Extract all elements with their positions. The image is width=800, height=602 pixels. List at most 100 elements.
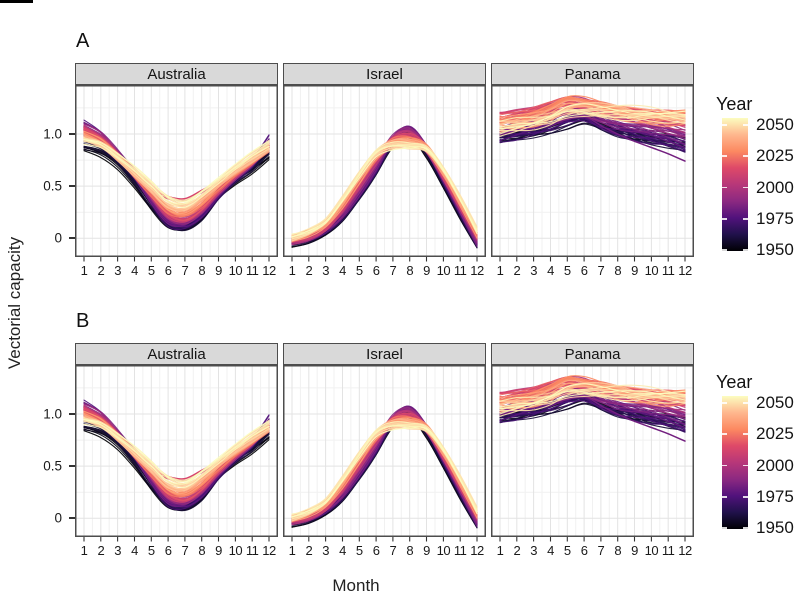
legend-title: Year	[716, 372, 753, 392]
x-tick-label: 8	[406, 263, 414, 278]
y-axis-a: 1.0 0.5 0	[0, 85, 75, 257]
panel-label-b: B	[76, 310, 90, 332]
x-tick-label: 3	[530, 543, 537, 558]
x-axis-ticks	[499, 257, 686, 262]
y-tick-mark	[69, 133, 75, 135]
x-tick-label: 6	[164, 263, 172, 278]
x-tick-label: 12	[678, 543, 692, 558]
x-tick-label: 10	[436, 543, 451, 558]
x-tick-label: 2	[97, 263, 105, 278]
x-axis-ticks	[291, 257, 478, 262]
plot-area-australia-b	[75, 365, 278, 537]
y-tick-label: 0.5	[43, 458, 62, 474]
facet-strip-australia: Australia	[75, 343, 278, 365]
x-tick-label: 9	[215, 263, 222, 278]
legend-title: Year	[716, 94, 753, 114]
colorbar-b: 2050 2025 2000 1975 1950	[722, 393, 800, 537]
x-tick-label: 1	[496, 263, 504, 278]
x-tick-label: 6	[580, 263, 588, 278]
colorbar-tick-mark	[722, 464, 727, 467]
legend-tick-label: 1975	[756, 208, 794, 228]
x-tick-label: 12	[470, 263, 484, 278]
x-tick-label: 11	[453, 543, 467, 558]
x-axis-ticks	[83, 257, 270, 262]
colorbar-a: 2050 2025 2000 1975 1950	[722, 115, 800, 259]
y-tick-label: 0.5	[43, 178, 62, 194]
x-axis-ticks	[291, 537, 478, 542]
x-tick-label: 4	[547, 543, 554, 558]
x-tick-label: 8	[198, 263, 206, 278]
x-axis-labels: 1 2 3 4 5 6 7 8 9 10 11 12	[491, 542, 694, 558]
x-tick-label: 11	[245, 543, 259, 558]
plot-area-israel-a	[283, 85, 486, 257]
colorbar-tick-mark	[743, 527, 748, 529]
legend-a: Year 2050 2025 2000 1975 1950	[716, 94, 800, 259]
x-tick-label: 4	[339, 543, 346, 558]
x-tick-label: 3	[114, 263, 121, 278]
colorbar-tick-mark	[722, 433, 727, 436]
colorbar-tick-mark	[743, 249, 748, 251]
colorbar-tick-mark	[722, 527, 727, 529]
x-tick-label: 5	[563, 543, 571, 558]
x-tick-label: 6	[372, 263, 380, 278]
facet-strip-label: Israel	[366, 65, 403, 83]
colorbar-tick-mark	[743, 495, 748, 498]
facet-strip-israel: Israel	[283, 63, 486, 85]
x-tick-label: 8	[406, 543, 414, 558]
y-tick-mark	[69, 413, 75, 415]
legend-tick-label: 1975	[756, 486, 794, 506]
panel-a: A 1.0 0.5 0 Australia 1 2 3 4 5 6 7 8 9 10 11 12 Isra…	[0, 30, 800, 290]
x-tick-label: 6	[372, 543, 380, 558]
x-tick-label: 12	[678, 263, 692, 278]
y-tick-label: 1.0	[43, 126, 62, 142]
legend-tick-label: 2025	[756, 146, 794, 166]
x-tick-label: 10	[644, 543, 659, 558]
x-tick-label: 12	[470, 543, 484, 558]
y-tick-mark	[69, 185, 75, 187]
x-tick-label: 3	[322, 543, 329, 558]
y-tick-label: 0	[54, 510, 62, 526]
legend-tick-label: 2050	[756, 115, 794, 134]
x-tick-label: 10	[228, 263, 243, 278]
x-tick-label: 9	[423, 543, 430, 558]
x-tick-label: 6	[164, 543, 172, 558]
colorbar-tick-mark	[743, 124, 748, 126]
panel-b: B 1.0 0.5 0 Australia 1 2 3 4 5 6 7 8 9 10 11 12 Isra…	[0, 310, 800, 570]
plot-area-israel-b	[283, 365, 486, 537]
facet-strip-label: Australia	[147, 345, 206, 363]
x-tick-label: 2	[305, 543, 313, 558]
x-tick-label: 11	[661, 263, 675, 278]
colorbar-tick-mark	[722, 249, 727, 251]
x-tick-label: 2	[97, 543, 105, 558]
colorbar-tick-mark	[743, 433, 748, 436]
facet-strip-panama: Panama	[491, 343, 694, 365]
colorbar-tick-mark	[722, 217, 727, 220]
x-tick-label: 9	[631, 543, 638, 558]
facet-israel-a: Israel 1 2 3 4 5 6 7 8 9 10 11 12	[283, 63, 486, 278]
x-tick-label: 1	[80, 543, 88, 558]
x-tick-label: 9	[631, 263, 638, 278]
colorbar-gradient	[722, 396, 748, 529]
legend-tick-label: 2050	[756, 393, 794, 412]
x-tick-label: 4	[131, 263, 138, 278]
x-tick-label: 11	[661, 543, 675, 558]
chart-panama-b	[491, 365, 694, 537]
chart-australia-b	[75, 365, 278, 537]
x-tick-label: 5	[563, 263, 571, 278]
facet-strip-label: Panama	[564, 345, 621, 363]
x-tick-label: 1	[80, 263, 88, 278]
y-tick-mark	[69, 517, 75, 519]
x-tick-label: 1	[288, 543, 296, 558]
x-axis-labels: 1 2 3 4 5 6 7 8 9 10 11 12	[283, 542, 486, 558]
x-tick-label: 3	[322, 263, 329, 278]
x-axis-labels: 1 2 3 4 5 6 7 8 9 10 11 12	[283, 262, 486, 278]
x-tick-label: 8	[614, 543, 622, 558]
colorbar-gradient	[722, 118, 748, 251]
facet-strip-label: Israel	[366, 345, 403, 363]
facet-panama-a: Panama 1 2 3 4 5 6 7 8 9 10 11 12	[491, 63, 694, 278]
x-axis-labels: 1 2 3 4 5 6 7 8 9 10 11 12	[491, 262, 694, 278]
plot-area-australia-a	[75, 85, 278, 257]
colorbar-tick-mark	[722, 186, 727, 189]
